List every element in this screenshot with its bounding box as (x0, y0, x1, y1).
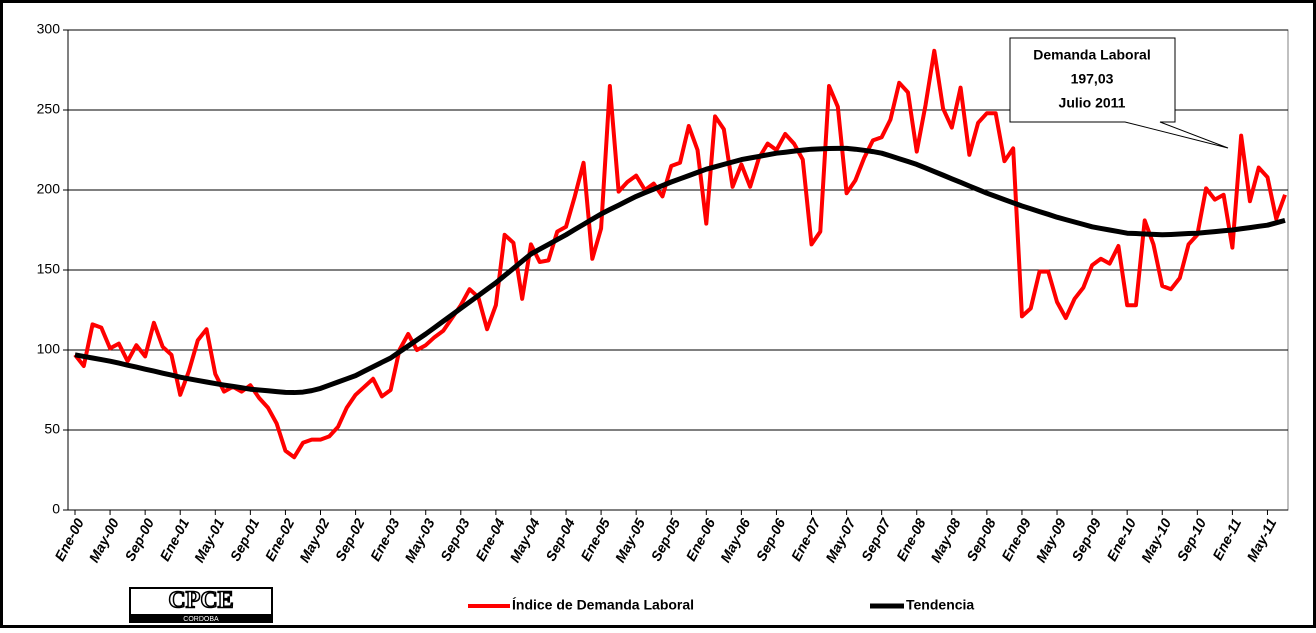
y-tick-label: 50 (44, 421, 60, 437)
y-tick-label: 200 (37, 181, 61, 197)
line-series (73, 48, 1287, 460)
annotation-text: 197,03 (1071, 71, 1114, 87)
annotation-text: Demanda Laboral (1033, 47, 1150, 63)
y-tick-label: 300 (37, 21, 61, 37)
y-tick-label: 0 (52, 501, 60, 517)
callout-box (1009, 37, 1229, 149)
y-tick-label: 250 (37, 101, 61, 117)
logo-subtext: CORDOBA (183, 616, 219, 623)
logo-text: CPCE (168, 588, 233, 614)
legend-label: Tendencia (906, 597, 974, 613)
logo: CPCE CORDOBA (129, 587, 273, 623)
annotation: Demanda Laboral 197,03 Julio 2011 (1009, 37, 1229, 149)
legend-label: Índice de Demanda Laboral (512, 597, 694, 613)
annotation-text: Julio 2011 (1059, 95, 1126, 111)
y-tick-label: 150 (37, 261, 61, 277)
y-tick-label: 100 (37, 341, 61, 357)
logo-band (130, 614, 272, 622)
line-series (74, 145, 1286, 396)
